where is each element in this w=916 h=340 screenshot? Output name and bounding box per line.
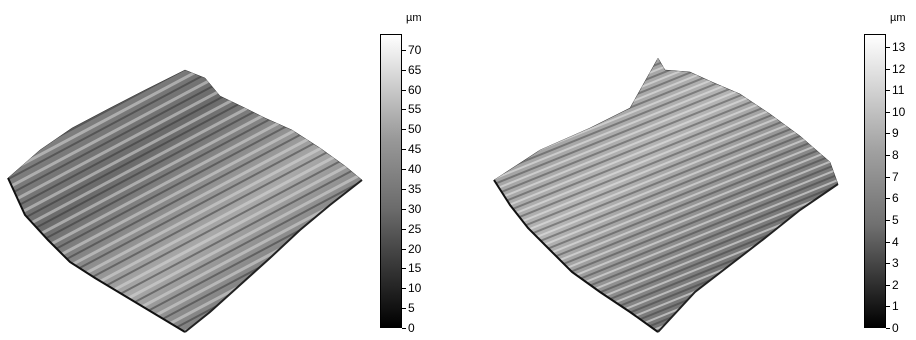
colorbar-tick-mark [402, 248, 406, 250]
colorbar-tick-mark [886, 133, 890, 135]
colorbar-tick-label: 60 [408, 82, 422, 97]
left-colorbar-unit: µm [406, 12, 422, 24]
colorbar-tick-label: 65 [408, 62, 422, 77]
colorbar-tick-mark [886, 68, 890, 70]
colorbar-tick-mark [886, 306, 890, 308]
colorbar-tick-label: 5 [408, 301, 415, 316]
colorbar-tick-mark [402, 149, 406, 151]
colorbar-tick-label: 11 [892, 83, 905, 98]
colorbar-tick-mark [886, 219, 890, 221]
colorbar-tick-label: 50 [408, 122, 422, 137]
colorbar-tick-mark [402, 89, 406, 91]
colorbar-tick-mark [886, 90, 890, 92]
colorbar-tick-label: 15 [408, 261, 422, 276]
colorbar-tick-label: 40 [408, 162, 422, 177]
colorbar-tick-label: 12 [892, 61, 906, 76]
left-panel: µm 0 5 10 15 20 25 30 35 40 45 50 55 60 65 70 [0, 0, 440, 340]
colorbar-tick-label: 10 [892, 104, 906, 119]
colorbar-tick-label: 25 [408, 221, 422, 236]
colorbar-tick-label: 35 [408, 181, 422, 196]
colorbar-tick-mark [886, 111, 890, 113]
colorbar-tick-mark [402, 208, 406, 210]
colorbar-tick-mark [886, 155, 890, 157]
left-colorbar-gradient [380, 34, 402, 328]
colorbar-tick-label: 13 [892, 39, 906, 54]
colorbar-tick-label: 8 [892, 148, 899, 163]
colorbar-tick-mark [886, 328, 890, 329]
colorbar-tick-mark [402, 49, 406, 51]
colorbar-tick-mark [402, 308, 406, 310]
colorbar-tick-label: 3 [892, 256, 899, 271]
colorbar-tick-label: 1 [892, 299, 899, 314]
colorbar-tick-mark [402, 228, 406, 230]
colorbar-tick-mark [886, 263, 890, 265]
colorbar-tick-label: 9 [892, 126, 899, 141]
colorbar-tick-mark [402, 188, 406, 190]
colorbar-tick-mark [402, 288, 406, 290]
colorbar-tick-label: 0 [408, 321, 415, 335]
colorbar-tick-label: 55 [408, 102, 422, 117]
colorbar-tick-mark [402, 109, 406, 111]
colorbar-tick-mark [402, 69, 406, 71]
right-panel: µm 0 1 2 3 4 5 6 7 8 9 10 11 12 13 [480, 0, 916, 340]
colorbar-tick-mark [886, 198, 890, 200]
colorbar-tick-label: 7 [892, 169, 899, 184]
colorbar-tick-mark [402, 129, 406, 131]
colorbar-tick-mark [886, 241, 890, 243]
colorbar-tick-label: 2 [892, 277, 899, 292]
right-colorbar-unit: µm [890, 12, 906, 24]
colorbar-tick-mark [886, 284, 890, 286]
colorbar-tick-mark [402, 328, 406, 329]
colorbar-tick-mark [886, 46, 890, 48]
colorbar-tick-mark [402, 169, 406, 171]
colorbar-tick-mark [402, 268, 406, 270]
colorbar-tick-label: 10 [408, 281, 422, 296]
colorbar-tick-label: 4 [892, 234, 899, 249]
colorbar-tick-label: 0 [892, 321, 899, 335]
right-surface-plot [493, 57, 839, 333]
left-surface-plot [7, 69, 363, 333]
colorbar-tick-label: 6 [892, 191, 899, 206]
colorbar-tick-label: 45 [408, 142, 422, 157]
right-colorbar-gradient [864, 34, 886, 328]
colorbar-tick-mark [886, 176, 890, 178]
colorbar-tick-label: 30 [408, 201, 422, 216]
colorbar-tick-label: 70 [408, 42, 422, 57]
colorbar-tick-label: 20 [408, 241, 422, 256]
colorbar-tick-label: 5 [892, 212, 899, 227]
